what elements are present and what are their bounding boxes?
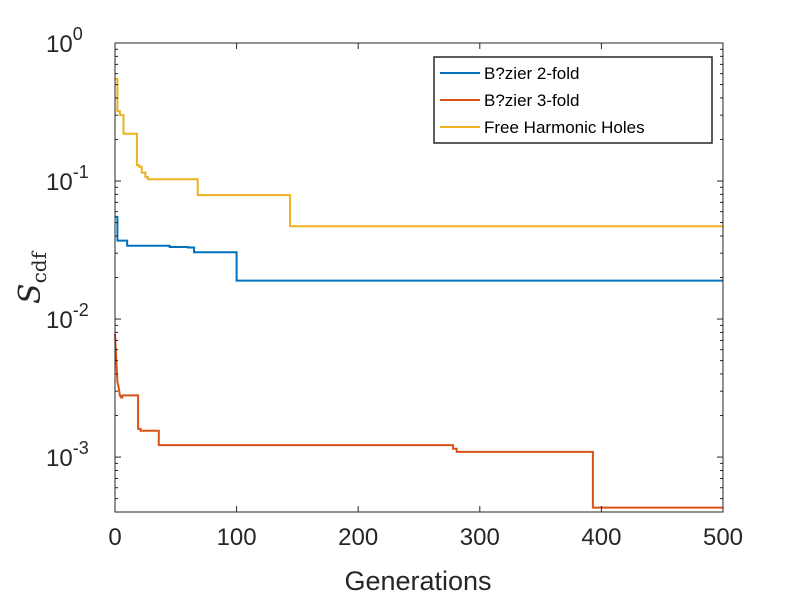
- legend-label-3: Free Harmonic Holes: [484, 118, 645, 137]
- svg-text:Scdf: Scdf: [13, 250, 51, 304]
- y-axis-title-subscript: cdf: [27, 250, 51, 283]
- x-tick-label: 0: [108, 524, 121, 551]
- x-tick-label: 300: [460, 524, 500, 551]
- series-line-2: [114, 333, 723, 509]
- x-axis-title: Generations: [344, 566, 491, 596]
- axes-layer: 0 100 200 300 400 500 100 10-1 10-2 10-3: [46, 24, 743, 551]
- y-axis-title-main: S: [13, 283, 48, 304]
- series-layer: [114, 77, 723, 509]
- x-tick-label: 500: [703, 524, 743, 551]
- legend-label-2: B?zier 3-fold: [484, 91, 579, 110]
- legend-box: [433, 56, 713, 144]
- y-axis-title: Scdf: [13, 250, 51, 304]
- y-tick-label: 10-3: [46, 438, 89, 472]
- x-tick-label: 100: [217, 524, 257, 551]
- y-tick-label: 10-1: [46, 162, 89, 196]
- legend: B?zier 2-fold B?zier 3-fold Free Harmonic …: [433, 56, 713, 144]
- series-line-3: [115, 77, 723, 228]
- y-tick-label: 10-2: [46, 300, 89, 334]
- x-tick-label: 400: [581, 524, 621, 551]
- legend-label-1: B?zier 2-fold: [484, 64, 579, 83]
- x-tick-label: 200: [338, 524, 378, 551]
- series-line-1: [115, 215, 723, 282]
- y-tick-label: 100: [46, 24, 83, 58]
